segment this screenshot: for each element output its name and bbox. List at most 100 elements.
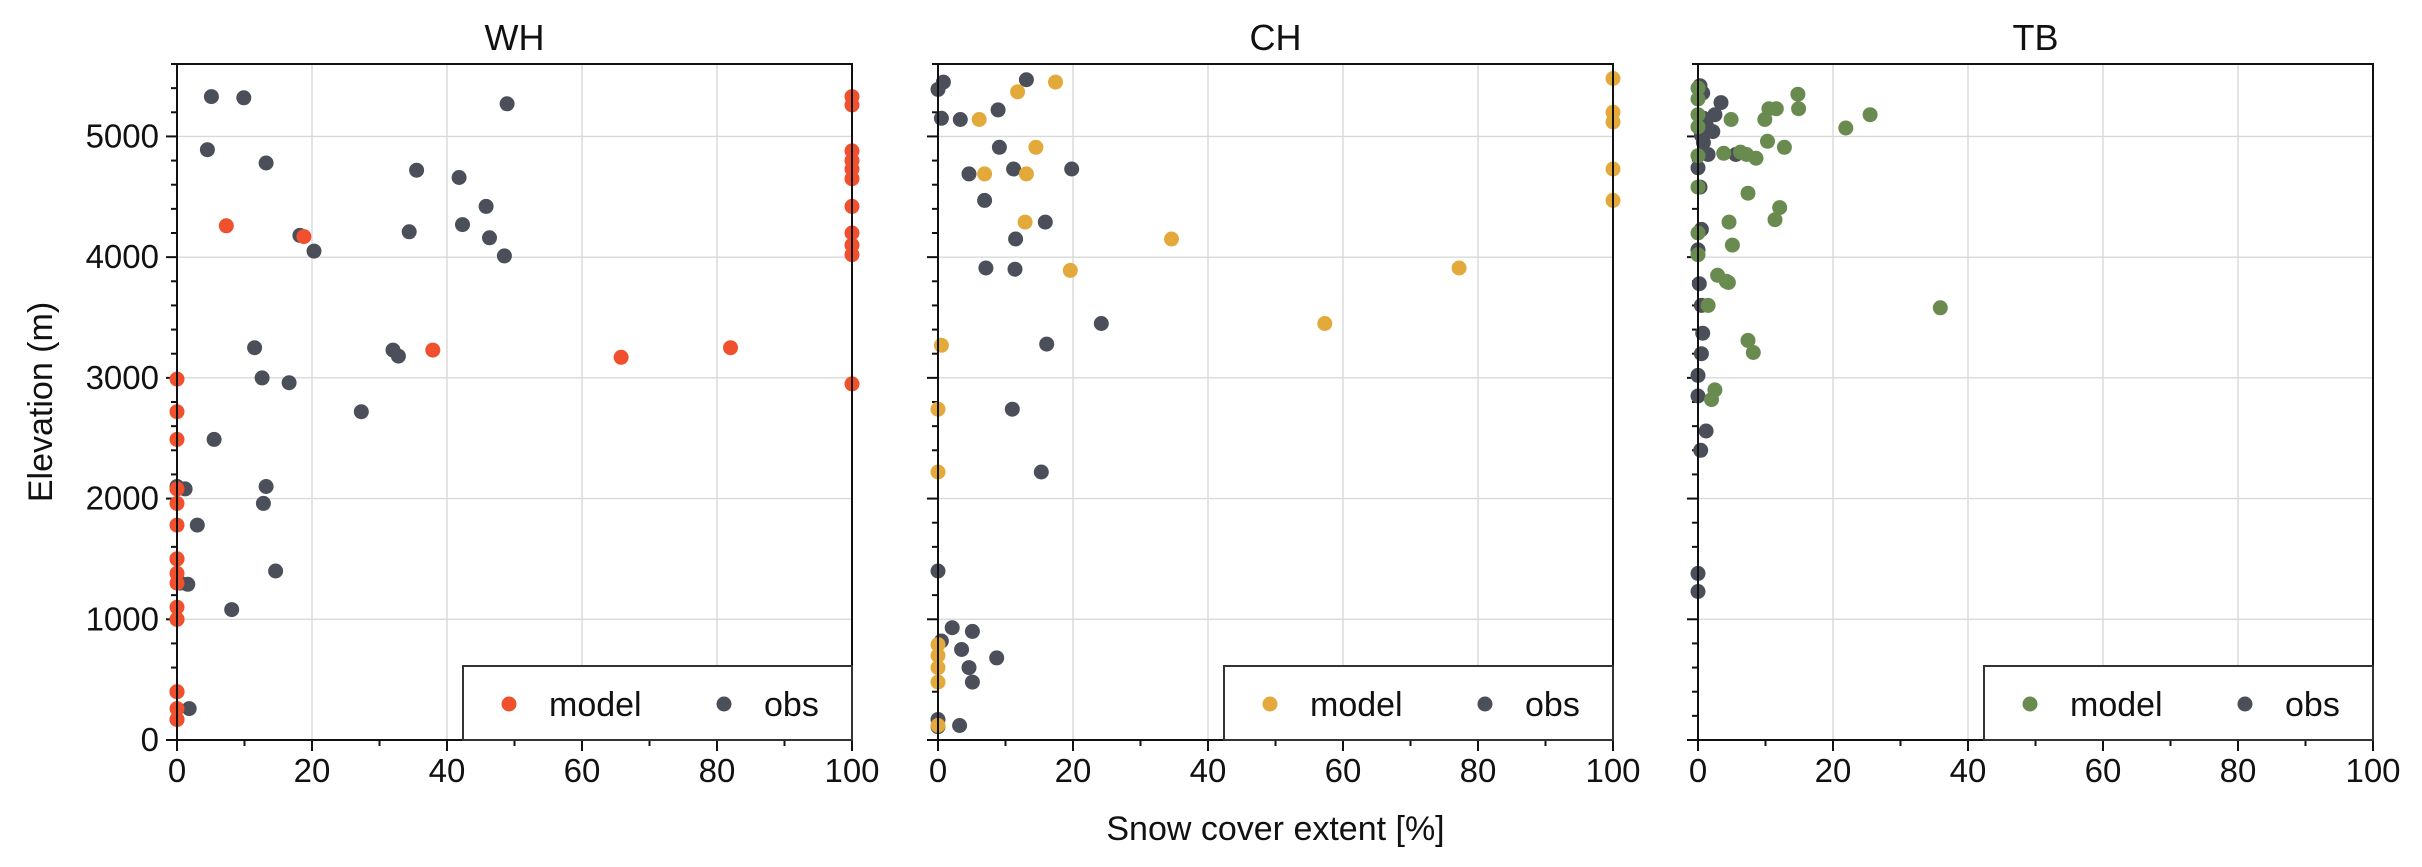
- panel-tb: TB 0 20 40 60 80 100 model obs: [1687, 17, 2401, 789]
- point-obs: [455, 217, 470, 233]
- x-tick-label: 100: [2345, 752, 2400, 789]
- point-obs: [1007, 261, 1023, 277]
- legend-marker-model: [501, 696, 517, 712]
- point-obs: [203, 89, 219, 105]
- legend-label-obs: obs: [1525, 686, 1580, 724]
- point-obs: [991, 139, 1007, 155]
- x-tick-label: 80: [699, 752, 736, 789]
- point-model: [1720, 275, 1736, 290]
- point-model: [218, 218, 234, 234]
- legend-label-model: model: [1310, 686, 1403, 724]
- point-model: [1748, 150, 1764, 166]
- y-tick-label: 4000: [86, 238, 159, 275]
- plot-frame: [937, 63, 1614, 741]
- legend-box: [1223, 665, 1614, 741]
- x-tick-label: 40: [1950, 752, 1987, 789]
- point-model: [1740, 332, 1756, 348]
- point-obs: [401, 224, 417, 240]
- point-obs: [978, 260, 994, 276]
- point-obs: [990, 102, 1006, 118]
- point-obs: [1691, 276, 1707, 292]
- legend: model obs: [1223, 665, 1614, 741]
- point-obs: [1693, 346, 1709, 362]
- legend-box: [1983, 665, 2374, 741]
- point-obs: [258, 479, 274, 494]
- point-model: [1010, 84, 1026, 100]
- point-obs: [255, 495, 271, 511]
- point-model: [1724, 237, 1740, 253]
- point-model: [1721, 214, 1737, 230]
- legend-marker-obs: [1477, 696, 1493, 712]
- legend-label-model: model: [549, 686, 642, 724]
- point-model: [977, 166, 993, 182]
- point-model: [1164, 231, 1179, 247]
- x-tick-label: 40: [1190, 752, 1227, 789]
- point-model: [296, 229, 312, 245]
- x-tick-label: 60: [2085, 752, 2122, 789]
- x-tick-label: 60: [564, 752, 601, 789]
- point-obs: [1698, 423, 1714, 439]
- point-obs: [451, 170, 467, 185]
- point-obs: [1037, 214, 1053, 230]
- x-tick-label: 40: [429, 752, 466, 789]
- point-obs: [1018, 72, 1034, 88]
- point-obs: [961, 166, 977, 182]
- y-tick-label: 1000: [86, 600, 159, 637]
- legend-label-model: model: [2070, 686, 2163, 724]
- point-obs: [1713, 95, 1729, 111]
- point-obs: [952, 718, 968, 733]
- point-model: [1317, 316, 1333, 331]
- point-model: [1707, 382, 1723, 398]
- point-model: [1760, 133, 1775, 149]
- x-tick-label: 60: [1325, 752, 1362, 789]
- x-tick-label: 80: [1460, 752, 1497, 789]
- point-obs: [952, 112, 968, 127]
- point-obs: [933, 110, 949, 126]
- y-tick-label: 2000: [86, 480, 159, 517]
- point-obs: [206, 431, 222, 447]
- point-model: [1018, 166, 1034, 182]
- point-model: [1791, 101, 1807, 117]
- point-obs: [977, 192, 993, 208]
- point-obs: [944, 620, 960, 636]
- legend: model obs: [462, 665, 853, 741]
- point-model: [1062, 262, 1078, 278]
- point-obs: [1006, 161, 1022, 177]
- point-model: [1733, 144, 1748, 160]
- x-tick-label: 80: [2220, 752, 2257, 789]
- point-model: [971, 112, 987, 127]
- plot-frame: [1697, 63, 2374, 741]
- point-obs: [247, 340, 263, 356]
- point-model: [1745, 345, 1761, 360]
- point-obs: [390, 348, 406, 364]
- legend-label-obs: obs: [764, 686, 819, 724]
- point-obs: [954, 642, 970, 657]
- panel-title-wh: WH: [485, 17, 545, 58]
- point-model: [1767, 212, 1783, 228]
- point-model: [933, 337, 949, 353]
- point-obs: [1693, 442, 1709, 458]
- point-obs: [1093, 316, 1109, 331]
- point-obs: [964, 674, 980, 690]
- point-model: [613, 349, 629, 365]
- point-obs: [961, 660, 977, 676]
- legend: model obs: [1983, 665, 2374, 741]
- point-model: [723, 340, 738, 356]
- point-obs: [1008, 231, 1024, 247]
- point-obs: [1064, 161, 1080, 177]
- y-tick-label: 5000: [86, 117, 159, 154]
- point-model: [1776, 139, 1792, 155]
- legend-marker-model: [1262, 696, 1278, 712]
- point-model: [1700, 297, 1716, 313]
- point-obs: [1033, 464, 1049, 480]
- point-model: [1772, 200, 1788, 216]
- point-obs: [199, 142, 215, 158]
- panel-title-tb: TB: [2012, 17, 2058, 58]
- point-model: [1932, 300, 1948, 316]
- point-obs: [964, 623, 980, 639]
- legend-marker-obs: [2237, 696, 2253, 712]
- point-model: [1740, 185, 1756, 201]
- point-obs: [258, 155, 274, 171]
- x-tick-label: 100: [1585, 752, 1640, 789]
- legend-marker-model: [2022, 696, 2038, 712]
